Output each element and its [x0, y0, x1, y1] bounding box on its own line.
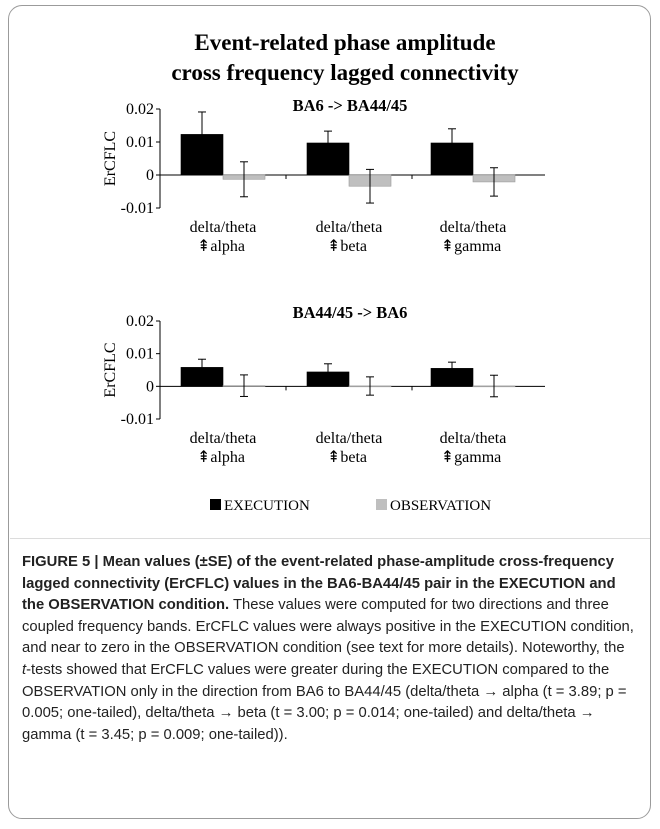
- caption-label: FIGURE 5 |: [22, 554, 99, 570]
- x-tick-label: delta/theta: [190, 219, 257, 236]
- caption-text-4: ) and delta/theta → gamma (: [22, 705, 595, 743]
- figure-title-line1: Event-related phase amplitude: [194, 30, 495, 55]
- y-tick-label: 0: [146, 378, 154, 395]
- y-tick-label: 0.01: [126, 134, 154, 151]
- y-tick-label: -0.01: [121, 200, 154, 217]
- figure-canvas: Event-related phase amplitude cross freq…: [102, 30, 545, 514]
- caption-stat-1: t = 3.89; p = 0.005; one-tailed: [22, 683, 627, 722]
- x-tick-label: ⇞beta: [327, 238, 367, 255]
- caption-stat-3: t = 3.45; p = 0.009; one-tailed: [80, 726, 274, 743]
- chart-panels: BA6 -> BA44/45 ErCFLC 0.02 0.01 0 -0.01 delta/…: [102, 96, 545, 466]
- y-tick-label: 0: [146, 167, 154, 184]
- y-tick-label: 0.02: [126, 313, 154, 330]
- figure-title-line2: cross frequency lagged connectivity: [171, 60, 519, 85]
- x-tick-label: ⇞alpha: [197, 238, 245, 255]
- caption-text-3: ), delta/theta → beta (: [132, 705, 276, 722]
- chart-panel-1: BA6 -> BA44/45 ErCFLC 0.02 0.01 0 -0.01 delta/…: [102, 96, 545, 255]
- x-tick-label: ⇞gamma: [441, 449, 502, 466]
- x-tick-label: delta/theta: [190, 430, 257, 447]
- x-tick-label: ⇞alpha: [197, 449, 245, 466]
- caption-t-var: t: [22, 661, 27, 678]
- figure-frame: [8, 5, 651, 819]
- chart-panel-2: BA44/45 -> BA6 ErCFLC 0.02 0.01 0 -0.01 delta/…: [102, 303, 545, 466]
- x-tick-label: delta/theta: [440, 219, 507, 236]
- caption-text-2: -tests showed that ErCFLC values were gr…: [22, 661, 610, 700]
- y-axis-label: ErCFLC: [102, 131, 119, 186]
- legend: EXECUTION OBSERVATION: [210, 498, 491, 514]
- legend-swatch-observation: [376, 499, 387, 510]
- x-tick-label: delta/theta: [316, 219, 383, 236]
- x-tick-label: ⇞gamma: [441, 238, 502, 255]
- y-axis-label: ErCFLC: [102, 342, 119, 397]
- y-tick-label: 0.02: [126, 101, 154, 118]
- caption-text-1: These values were computed for two direc…: [22, 597, 634, 657]
- figure-caption: FIGURE 5 | Mean values (±SE) of the even…: [22, 552, 634, 746]
- panel-title: BA6 -> BA44/45: [293, 96, 408, 115]
- caption-bold-text: Mean values (±SE) of the event-related p…: [22, 554, 616, 614]
- legend-label-observation: OBSERVATION: [390, 498, 491, 514]
- caption-separator: [10, 538, 650, 539]
- legend-label-execution: EXECUTION: [224, 498, 310, 514]
- y-tick-label: -0.01: [121, 411, 154, 428]
- panel-title: BA44/45 -> BA6: [293, 303, 408, 322]
- x-tick-label: ⇞beta: [327, 449, 367, 466]
- x-tick-label: delta/theta: [316, 430, 383, 447]
- caption-text-5: )).: [273, 726, 288, 743]
- x-tick-label: delta/theta: [440, 430, 507, 447]
- legend-swatch-execution: [210, 499, 221, 510]
- y-tick-label: 0.01: [126, 346, 154, 363]
- caption-stat-2: t = 3.00; p = 0.014; one-tailed: [275, 705, 469, 722]
